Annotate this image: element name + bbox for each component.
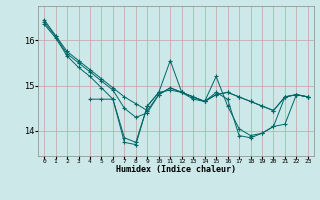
- X-axis label: Humidex (Indice chaleur): Humidex (Indice chaleur): [116, 165, 236, 174]
